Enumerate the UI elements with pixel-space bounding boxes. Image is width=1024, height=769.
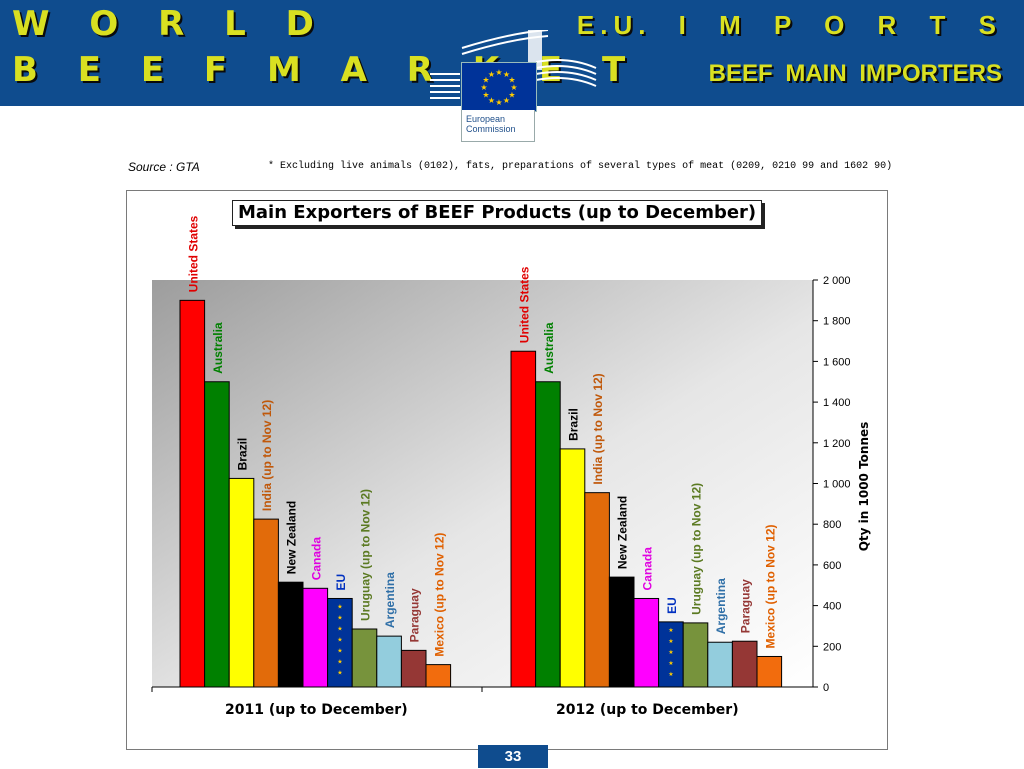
y-tick-label: 1 200 — [823, 438, 851, 450]
bar — [510, 350, 537, 688]
page-number: 33 — [478, 745, 548, 768]
bar-series-label: Argentina — [714, 578, 728, 634]
y-tick-label: 2 000 — [823, 275, 851, 287]
bar-series-label: Australia — [542, 322, 556, 374]
eu-star-icon: ★ — [495, 98, 502, 107]
source-row: Source : GTA * Excluding live animals (0… — [128, 160, 898, 176]
eu-star-icon: ★ — [668, 638, 673, 645]
y-tick-label: 1 800 — [823, 316, 851, 328]
y-tick-label: 600 — [823, 560, 841, 572]
bar — [707, 641, 733, 688]
y-tick-label: 1 400 — [823, 397, 851, 409]
bar — [658, 621, 684, 688]
bar-series-label: Brazil — [236, 438, 250, 471]
subtitle-eu-imports: E.U. I M P O R T S — [576, 10, 1002, 40]
eu-star-icon: ★ — [337, 614, 342, 621]
bar-series-label: Australia — [211, 322, 225, 374]
bar-series-label: Argentina — [383, 572, 397, 628]
bar-series-label: United States — [186, 215, 200, 292]
european-commission-building-logo — [430, 30, 597, 99]
bar-series-label: Uruguay (up to Nov 12) — [359, 489, 373, 621]
bar-series-label: Uruguay (up to Nov 12) — [690, 483, 704, 615]
bar — [559, 448, 586, 688]
bar — [425, 664, 452, 688]
header-banner: W O R L D B E E F M A R K E T E.U. I M P… — [0, 0, 1024, 106]
eu-star-icon: ★ — [337, 636, 342, 643]
bar-series-label: India (up to Nov 12) — [591, 373, 605, 484]
bar — [253, 518, 279, 688]
bar — [756, 655, 783, 688]
bar — [302, 587, 329, 688]
bar-series-label: New Zealand — [616, 496, 630, 569]
bar-series-label: Canada — [640, 547, 654, 591]
eu-star-icon: ★ — [337, 625, 342, 632]
bar — [535, 381, 561, 688]
bar — [376, 635, 402, 688]
eu-stars-icon: ★ ★★★★★★★★★★★ — [480, 68, 517, 107]
eu-star-icon: ★ — [337, 647, 342, 654]
european-commission-label: European Commission — [461, 110, 535, 142]
bar-series-label: New Zealand — [285, 501, 299, 574]
chart-title: Main Exporters of BEEF Products (up to D… — [232, 200, 763, 226]
y-tick-label: 1 600 — [823, 356, 851, 368]
y-tick-label: 800 — [823, 519, 841, 531]
bar-series-label: Canada — [309, 537, 323, 581]
eu-star-icon: ★ — [508, 91, 515, 100]
x-category-label: 2011 (up to December) — [225, 702, 408, 718]
eu-star-icon: ★ — [337, 603, 342, 610]
eu-star-icon: ★ — [482, 91, 489, 100]
y-tick-label: 1 000 — [823, 479, 851, 491]
eu-flag: ★ ★ ★ ★ ★ ★ ★ ★ ★ ★ ★ ★ — [461, 62, 537, 112]
eu-star-icon: ★ — [503, 96, 510, 105]
y-tick-label: 200 — [823, 641, 841, 653]
eu-star-icon: ★ — [482, 76, 489, 85]
bar — [682, 622, 709, 688]
bar-series-label: Paraguay — [739, 579, 753, 633]
bar — [228, 477, 255, 688]
x-category-label: 2012 (up to December) — [556, 702, 739, 718]
eu-star-icon: ★ — [337, 658, 342, 665]
bar-series-label: EU — [334, 574, 348, 591]
footnote: * Excluding live animals (0102), fats, p… — [268, 161, 893, 172]
eu-star-icon: ★ — [503, 70, 510, 79]
subtitle-beef-main-importers: BEEF MAIN IMPORTERS — [708, 60, 1002, 87]
bar — [633, 597, 660, 688]
bar-series-label: India (up to Nov 12) — [260, 400, 274, 511]
eu-star-icon: ★ — [495, 68, 502, 77]
title-world: W O R L D — [12, 4, 328, 44]
bar — [351, 628, 378, 688]
eu-star-icon: ★ — [488, 70, 495, 79]
y-tick-label: 0 — [823, 682, 829, 694]
bar — [608, 576, 635, 688]
bar — [179, 299, 206, 688]
bar — [277, 581, 304, 688]
eu-star-icon: ★ — [668, 627, 673, 634]
eu-star-icon: ★ — [510, 83, 517, 92]
eu-star-icon: ★ — [508, 76, 515, 85]
bar — [204, 381, 230, 688]
eu-star-icon: ★ — [668, 649, 673, 656]
eu-star-icon: ★ — [480, 83, 487, 92]
source-label: Source : GTA — [128, 160, 200, 174]
bar — [731, 640, 758, 688]
bar-series-label: Paraguay — [408, 588, 422, 642]
eu-star-icon: ★ — [337, 669, 342, 676]
bar — [584, 492, 610, 688]
bar-series-label: Mexico (up to Nov 12) — [763, 524, 777, 648]
eu-star-icon: ★ — [488, 96, 495, 105]
eu-star-icon: ★ — [668, 671, 673, 678]
eu-star-icon: ★ — [668, 660, 673, 667]
bar-series-label: Mexico (up to Nov 12) — [432, 533, 446, 657]
y-tick-label: 400 — [823, 601, 841, 613]
bar-series-label: Brazil — [567, 408, 581, 441]
bar — [400, 649, 427, 688]
y-axis-title: Qty in 1000 Tonnes — [857, 422, 871, 552]
bar-series-label: United States — [517, 266, 531, 343]
bar-series-label: EU — [665, 597, 679, 614]
